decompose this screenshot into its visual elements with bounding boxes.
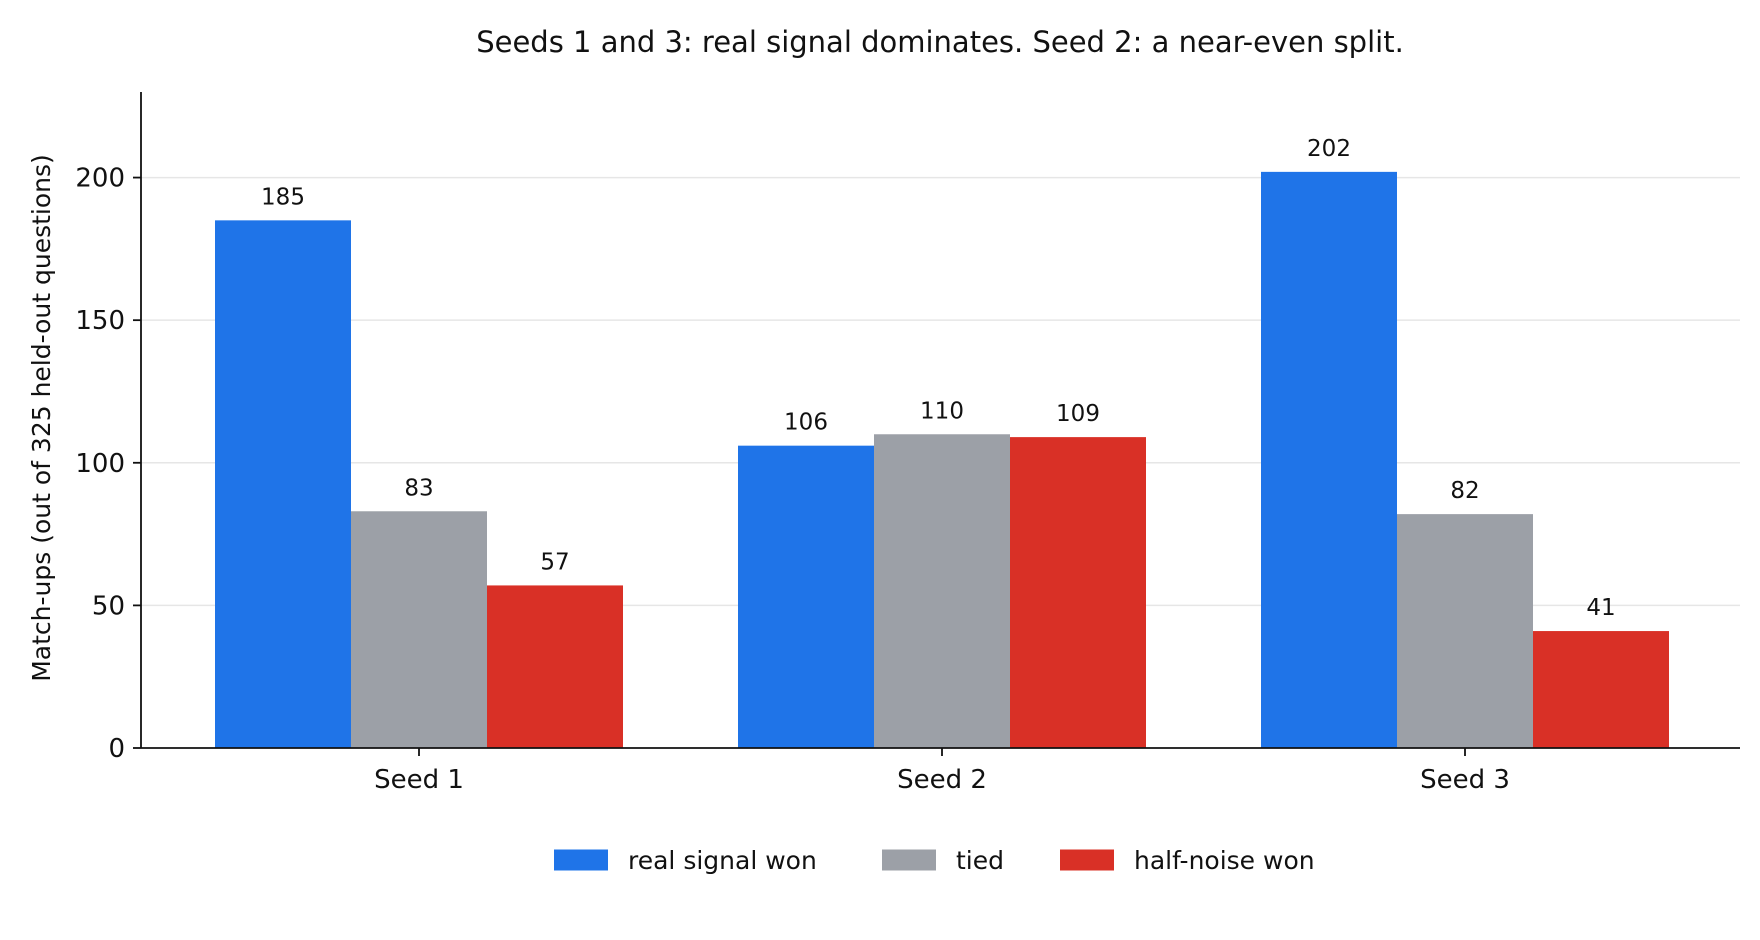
data-label: 185 (261, 184, 305, 210)
y-axis-label: Match-ups (out of 325 held-out questions… (27, 154, 56, 682)
y-tick-label: 50 (92, 591, 125, 621)
x-tick-label: Seed 2 (897, 765, 987, 795)
y-tick-label: 100 (75, 449, 125, 479)
bar (1397, 514, 1533, 748)
data-label: 106 (784, 410, 828, 436)
bar (1533, 631, 1669, 748)
bar (1261, 171, 1397, 749)
data-label: 57 (540, 549, 569, 575)
bar (874, 434, 1010, 748)
legend-swatch (882, 849, 936, 871)
x-tick-label: Seed 1 (374, 765, 464, 795)
x-tick-label: Seed 3 (1420, 765, 1510, 795)
legend-swatch (554, 849, 608, 871)
y-tick-label: 200 (75, 164, 125, 194)
data-label: 41 (1586, 595, 1615, 621)
bar (738, 445, 874, 748)
legend-label: half-noise won (1134, 846, 1315, 875)
y-tick-label: 150 (75, 306, 125, 336)
data-label: 82 (1450, 478, 1479, 504)
data-labels: 185 83 57 106 110 109 202 82 41 (261, 136, 1616, 621)
x-axis-ticks: Seed 1 Seed 2 Seed 3 (374, 748, 1510, 795)
bar (351, 511, 487, 748)
y-tick-label: 0 (108, 734, 125, 764)
bar (215, 220, 351, 748)
bars (215, 171, 1669, 749)
legend-label: tied (956, 846, 1004, 875)
legend: real signal won tied half-noise won (554, 846, 1315, 875)
data-label: 83 (404, 475, 433, 501)
legend-swatch (1060, 849, 1114, 871)
chart-title: Seeds 1 and 3: real signal dominates. Se… (476, 25, 1404, 59)
legend-label: real signal won (628, 846, 817, 875)
y-axis-ticks: 0 50 100 150 200 (75, 164, 141, 764)
data-label: 202 (1307, 136, 1351, 162)
axes (140, 92, 1740, 749)
data-label: 109 (1056, 401, 1100, 427)
bar (1010, 437, 1146, 748)
bar (487, 585, 623, 748)
data-label: 110 (920, 398, 964, 424)
